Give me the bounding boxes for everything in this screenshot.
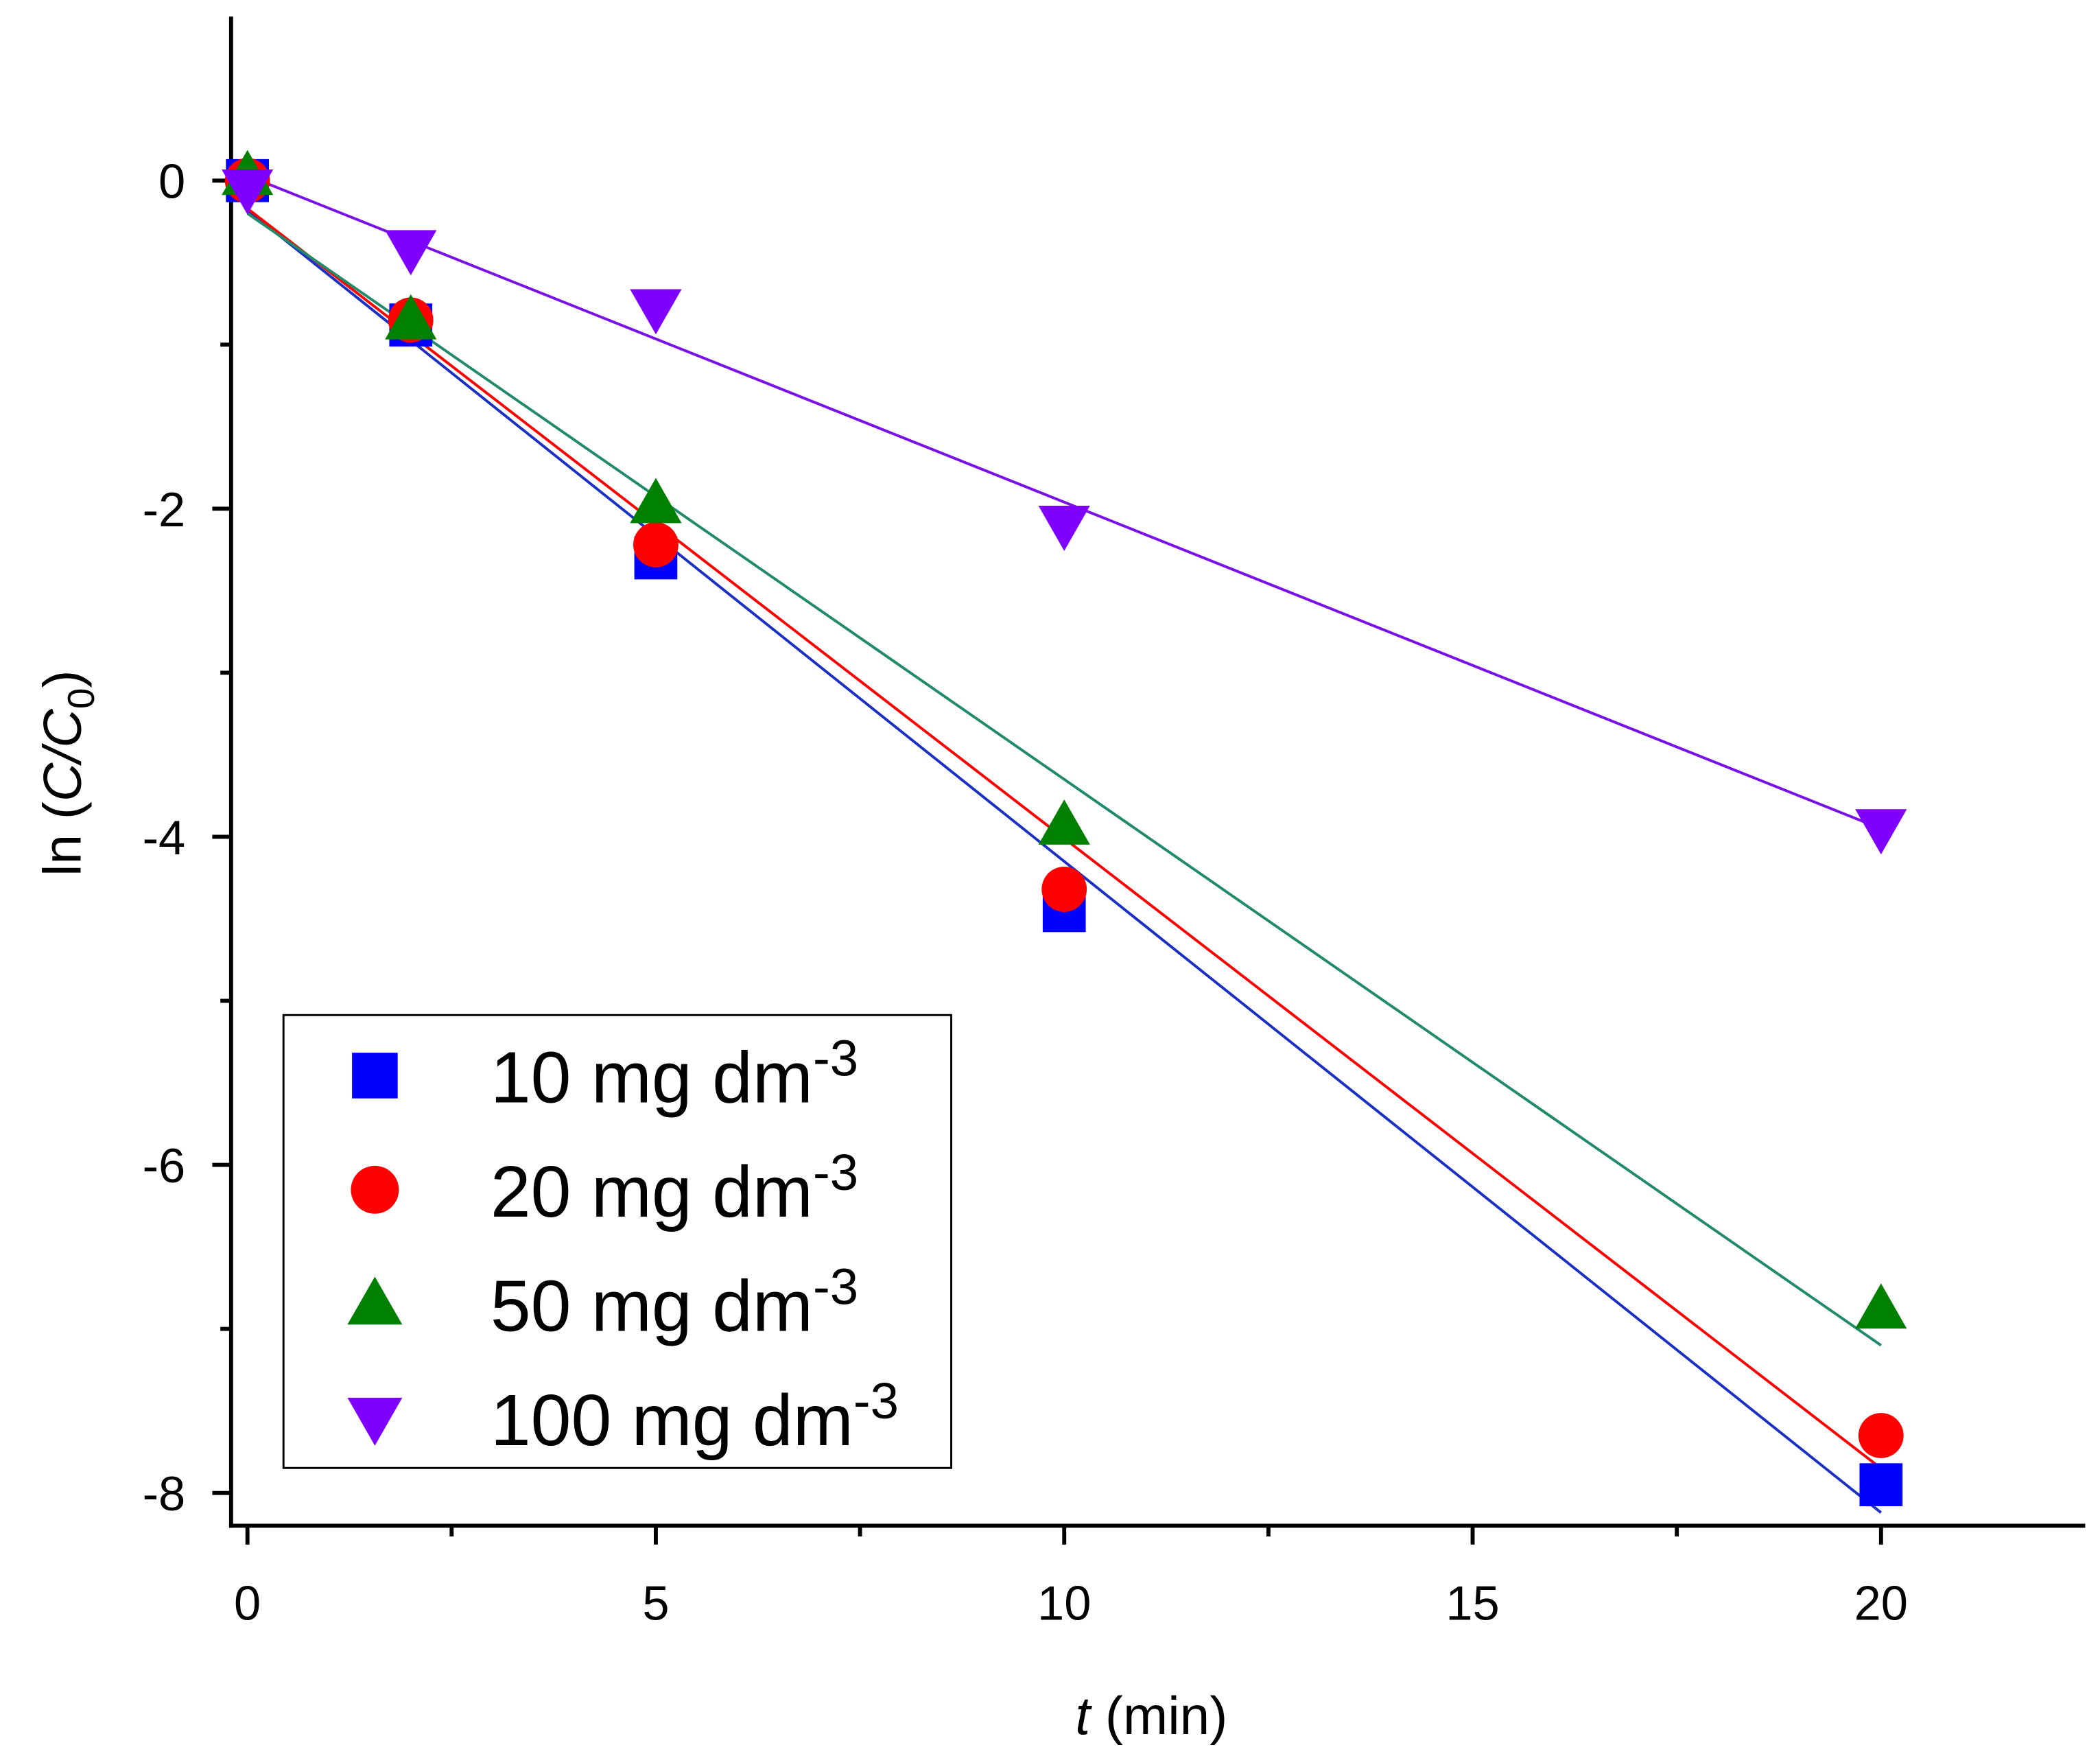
fit-line (246, 174, 1882, 830)
legend-label-sup: -3 (813, 1144, 858, 1201)
y-tick-label: -4 (143, 810, 186, 865)
marker-triangle-down (1038, 506, 1090, 551)
x-tick-label: 5 (642, 1576, 669, 1630)
marker-circle (633, 522, 679, 567)
legend-label: 100 mg dm-3 (491, 1372, 899, 1461)
marker-triangle-down (222, 169, 274, 215)
legend-label-name: 50 mg dm (491, 1265, 813, 1346)
fit-line (246, 209, 1883, 1514)
marker-triangle-down (630, 289, 682, 335)
y-axis-label-post: ) (32, 670, 93, 688)
y-axis-label-italic: C/C (32, 709, 93, 801)
y-axis-label-sub: 0 (60, 688, 102, 710)
marker-triangle-up (1855, 1283, 1907, 1329)
legend-label: 50 mg dm-3 (491, 1258, 858, 1346)
x-axis-label-italic: t (1075, 1685, 1092, 1746)
marker-circle (1858, 1413, 1904, 1458)
marker-circle (351, 1165, 399, 1214)
y-tick-label: -6 (143, 1138, 186, 1193)
legend-label: 20 mg dm-3 (491, 1144, 858, 1232)
marker-square (352, 1053, 398, 1099)
fit-line (246, 212, 1882, 1347)
y-tick-label: -8 (143, 1466, 186, 1521)
x-tick-label: 20 (1854, 1576, 1908, 1630)
legend-label-sup: -3 (853, 1372, 899, 1429)
legend-label-sup: -3 (813, 1029, 858, 1086)
legend-label-sup: -3 (813, 1258, 858, 1315)
x-tick-label: 10 (1037, 1576, 1091, 1630)
x-axis-label: t (min) (1075, 1685, 1227, 1746)
marker-triangle-up (385, 294, 437, 340)
marker-triangle-up (630, 478, 682, 524)
legend-label-name: 10 mg dm (491, 1038, 813, 1119)
x-tick-label: 0 (234, 1576, 261, 1630)
x-tick-label: 15 (1446, 1576, 1499, 1630)
marker-triangle-down (385, 230, 437, 276)
legend-label: 10 mg dm-3 (491, 1029, 858, 1118)
y-tick-label: -2 (143, 482, 186, 537)
y-axis-label: ln (C/C0) (32, 670, 103, 876)
marker-triangle-down (347, 1397, 403, 1446)
legend-label-name: 100 mg dm (491, 1380, 853, 1461)
marker-square (1859, 1463, 1903, 1507)
x-axis-label-rest: (min) (1090, 1685, 1227, 1746)
y-tick-label: 0 (158, 154, 185, 209)
legend-label-name: 20 mg dm (491, 1151, 813, 1232)
y-axis-label-pre: ln ( (32, 801, 93, 876)
marker-circle (1041, 867, 1087, 912)
marker-triangle-up (1038, 799, 1090, 845)
marker-triangle-down (1855, 809, 1907, 855)
marker-triangle-up (347, 1276, 403, 1325)
